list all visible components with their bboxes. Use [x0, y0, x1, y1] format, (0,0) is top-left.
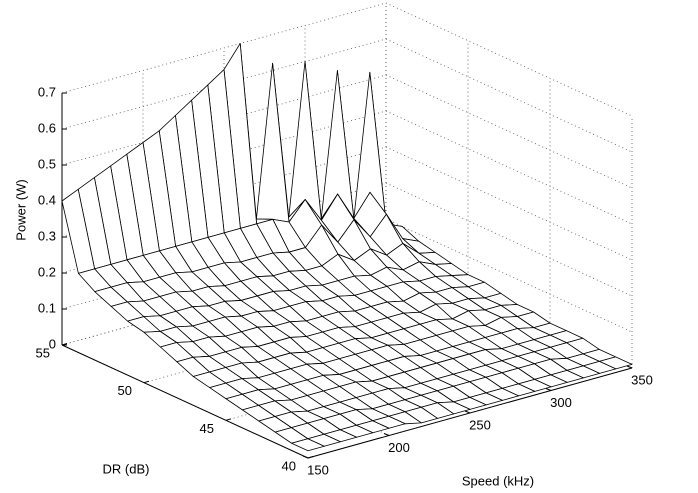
- x-tick-label: 300: [550, 395, 572, 410]
- z-tick-label: 0.5: [38, 156, 56, 171]
- x-tick: [626, 365, 633, 369]
- surface-patch: [291, 438, 325, 452]
- x-tick: [383, 433, 390, 436]
- z-tick-label: 0.1: [38, 300, 56, 315]
- y-tick: [225, 418, 232, 421]
- z-tick-label: 0.3: [38, 228, 56, 243]
- z-tick-label: 0: [49, 336, 56, 351]
- y-tick-label: 50: [118, 383, 132, 398]
- surface-patch: [288, 61, 322, 221]
- x-tick: [464, 410, 471, 414]
- x-tick: [545, 388, 552, 391]
- y-tick: [307, 456, 314, 459]
- grid-line: [385, 146, 633, 261]
- x-tick-label: 250: [469, 417, 491, 432]
- y-tick: [143, 380, 150, 384]
- grid-line: [61, 2, 387, 94]
- y-axis: [61, 344, 309, 459]
- z-tick-label: 0.7: [38, 84, 56, 99]
- z-tick-label: 0.4: [38, 192, 56, 207]
- grid-line: [385, 110, 633, 225]
- z-tick-label: 0.2: [38, 264, 56, 279]
- z-tick-label: 0.6: [38, 120, 56, 135]
- grid-line: [385, 74, 633, 189]
- y-tick-label: 45: [200, 421, 214, 436]
- x-tick-label: 150: [307, 462, 329, 477]
- y-axis-label: DR (dB): [103, 461, 150, 476]
- y-tick-label: 40: [282, 458, 296, 473]
- grid-line: [385, 38, 633, 153]
- x-tick-label: 350: [631, 372, 653, 387]
- surface-patch: [255, 62, 290, 223]
- x-tick-label: 200: [388, 440, 410, 455]
- y-tick-label: 55: [36, 345, 50, 360]
- y-tick: [61, 343, 68, 346]
- x-tick: [302, 455, 309, 459]
- z-axis-label: Power (W): [13, 179, 28, 240]
- x-axis-label: Speed (kHz): [462, 473, 534, 488]
- grid-line: [385, 2, 633, 117]
